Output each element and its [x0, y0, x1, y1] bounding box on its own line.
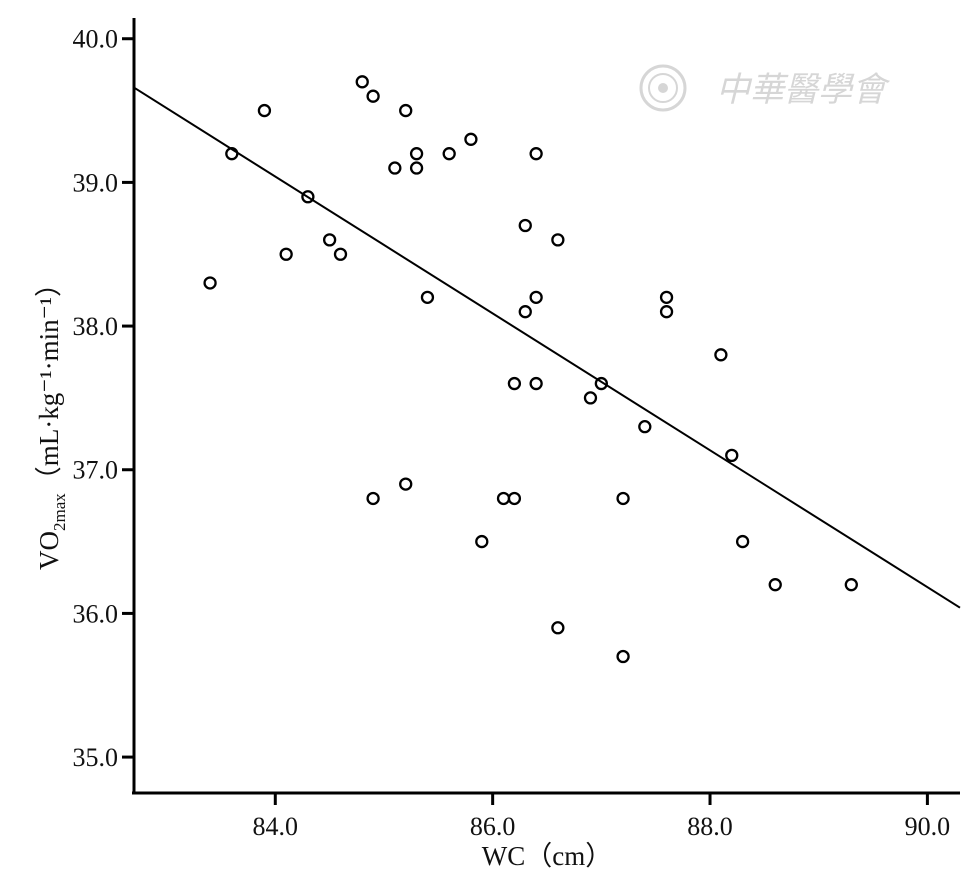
x-ticks: 84.0 86.0 88.0 90.0 — [253, 793, 951, 841]
data-point — [725, 448, 739, 463]
axes — [132, 18, 960, 795]
data-point — [529, 290, 543, 304]
data-point — [301, 190, 315, 204]
data-point — [659, 290, 674, 304]
data-point — [322, 233, 337, 247]
data-point — [203, 276, 217, 290]
x-tick-label: 88.0 — [687, 812, 733, 841]
data-point — [659, 305, 674, 319]
data-point — [496, 491, 511, 506]
data-point — [409, 161, 424, 175]
x-tick-label: 86.0 — [470, 812, 516, 841]
data-point — [366, 89, 380, 103]
data-point — [844, 578, 858, 592]
data-point — [420, 290, 435, 304]
data-point — [225, 147, 239, 161]
x-axis-title: WC（cm） — [482, 841, 612, 871]
watermark-seal-icon — [639, 64, 687, 112]
watermark-text: 中華醫學會 — [716, 70, 891, 110]
data-point — [616, 491, 630, 506]
y-tick-label: 35.0 — [73, 743, 119, 772]
data-point — [529, 376, 543, 391]
data-point — [366, 491, 380, 506]
y-axis-title: VO2max（mL·kg⁻¹·min⁻¹） — [34, 270, 69, 570]
y-ticks: 35.0 36.0 37.0 38.0 39.0 40.0 — [73, 25, 134, 772]
data-point — [388, 161, 402, 175]
data-point — [507, 376, 522, 391]
data-point — [638, 419, 652, 434]
data-point — [518, 305, 532, 319]
data-point — [399, 103, 413, 118]
x-tick-label: 90.0 — [905, 812, 951, 841]
y-tick-label: 37.0 — [73, 456, 119, 485]
data-point — [475, 534, 489, 549]
watermark: 中華醫學會 — [639, 64, 891, 112]
data-point — [355, 75, 369, 89]
y-tick-label: 38.0 — [73, 312, 119, 341]
data-point — [333, 247, 348, 261]
data-point — [409, 147, 424, 161]
y-tick-label: 40.0 — [73, 25, 119, 54]
data-point — [551, 233, 565, 247]
x-tick-label: 84.0 — [253, 812, 299, 841]
y-tick-label: 39.0 — [73, 168, 119, 197]
data-point — [442, 147, 456, 161]
data-point — [594, 376, 608, 391]
data-point — [768, 578, 782, 592]
data-point — [518, 218, 532, 233]
data-point — [735, 534, 750, 549]
data-point — [616, 649, 630, 664]
regression-line — [133, 86, 961, 609]
y-axis-title-main: VO — [34, 531, 64, 570]
y-axis-title-sub: 2max — [50, 493, 69, 531]
data-point — [529, 147, 543, 161]
data-point — [399, 477, 413, 491]
y-axis-title-units: （mL·kg⁻¹·min⁻¹） — [34, 270, 64, 493]
data-point — [464, 132, 478, 146]
data-point — [507, 491, 522, 506]
data-point — [583, 391, 598, 405]
data-point — [257, 103, 272, 118]
data-point — [551, 621, 565, 635]
data-point — [279, 247, 293, 261]
y-tick-label: 36.0 — [73, 599, 119, 628]
data-points — [203, 75, 858, 664]
data-point — [714, 348, 728, 362]
